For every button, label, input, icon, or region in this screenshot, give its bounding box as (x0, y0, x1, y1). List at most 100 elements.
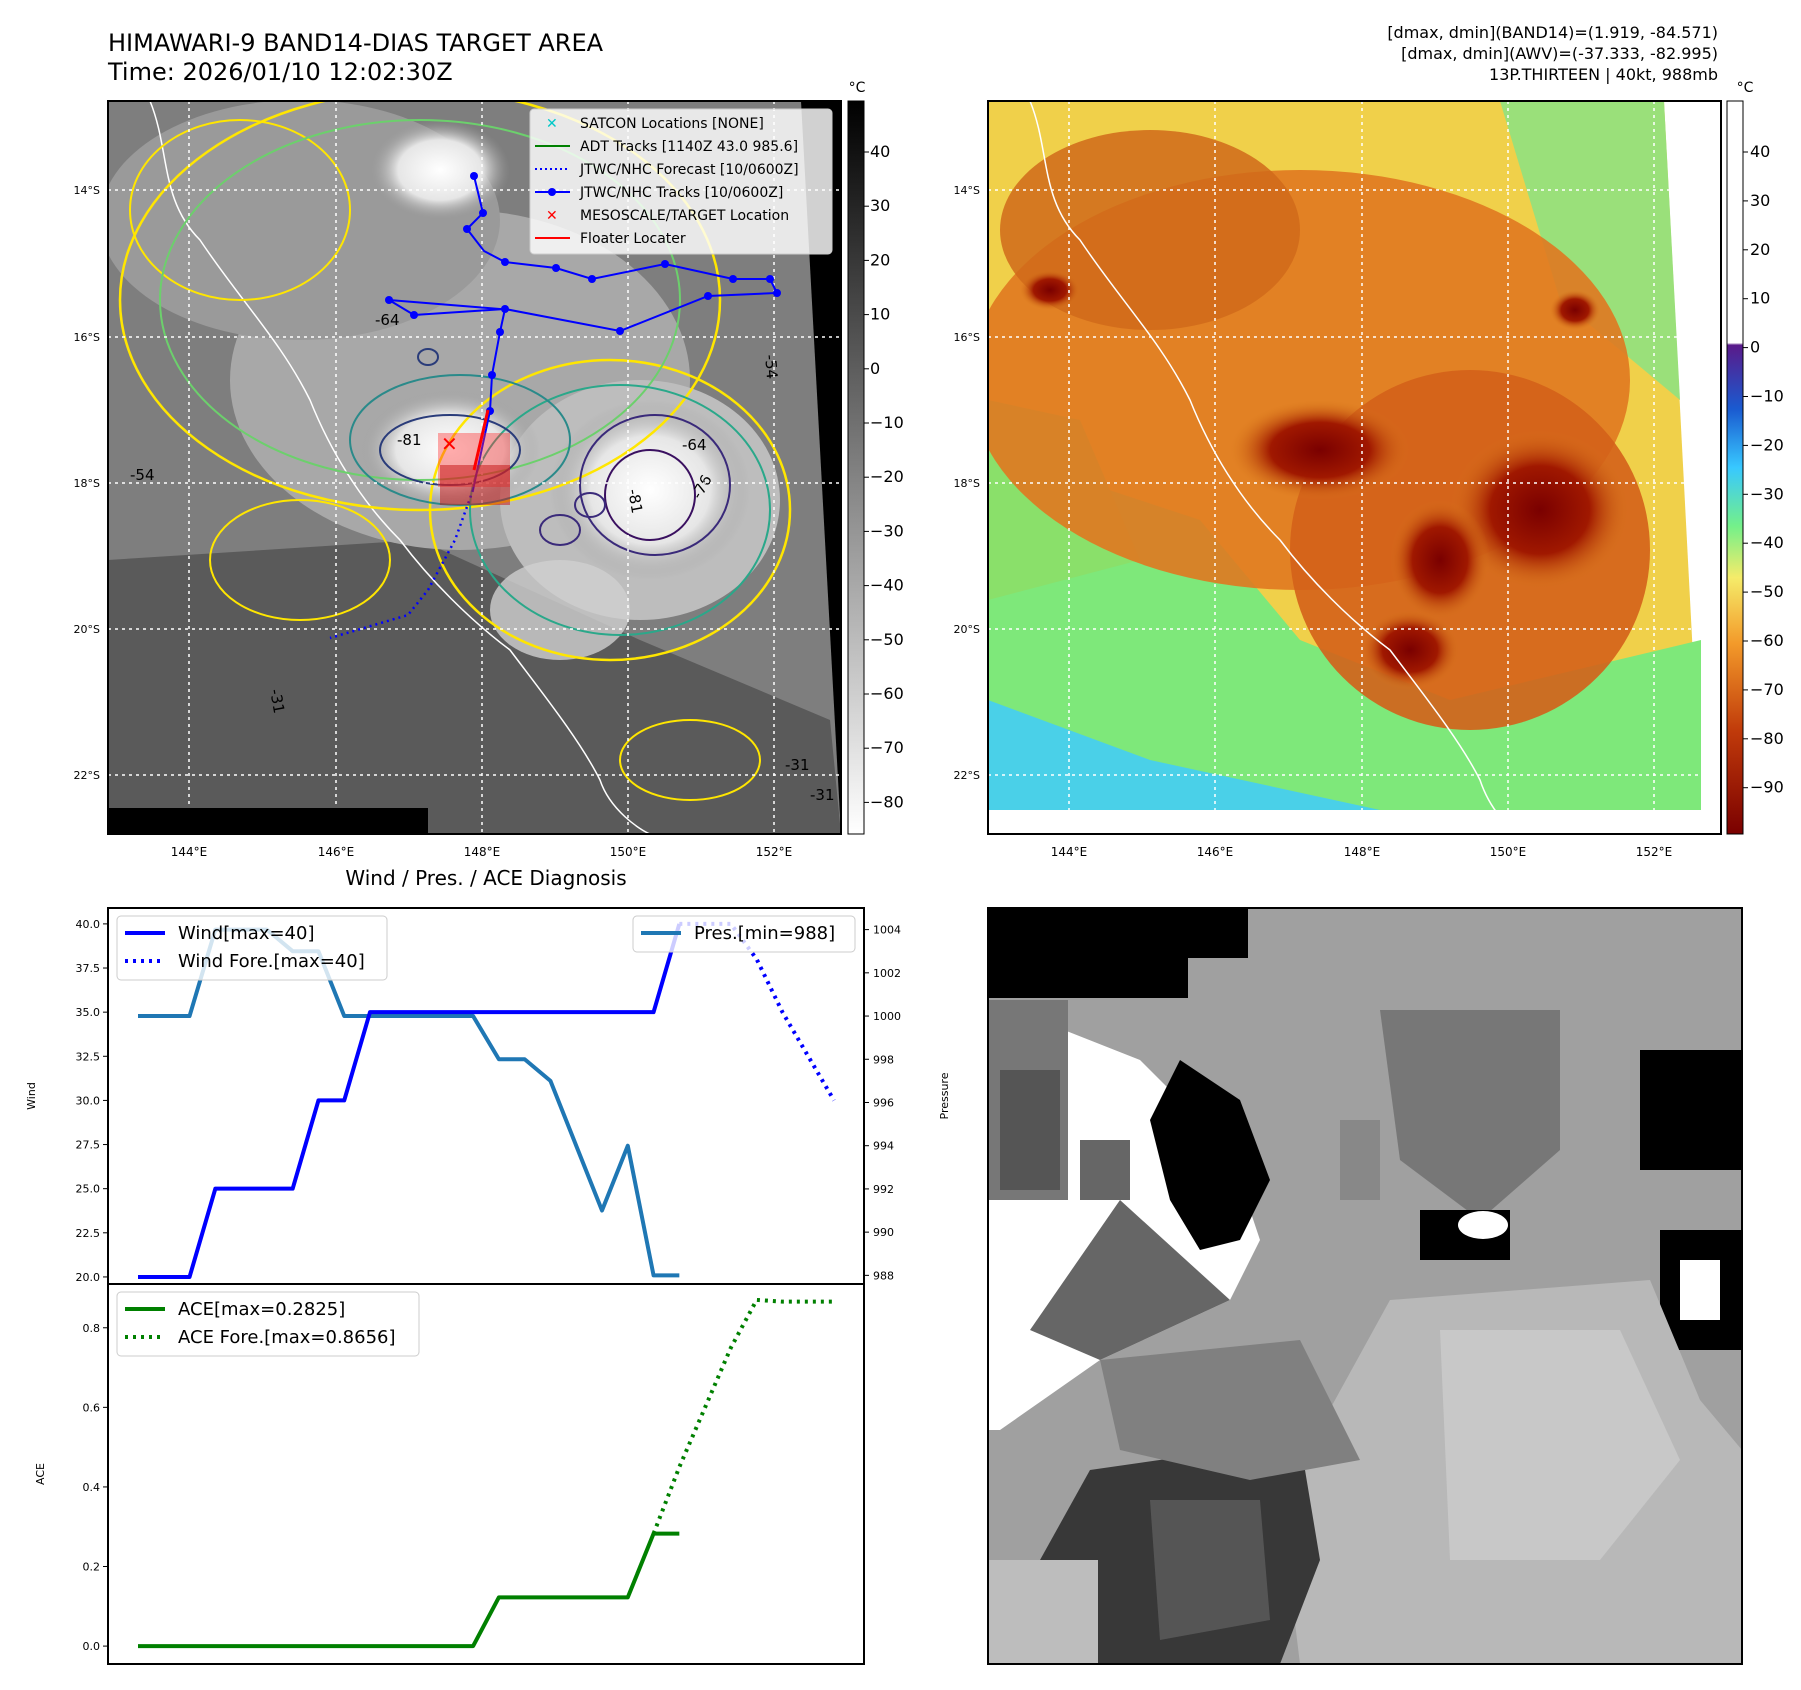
awv-lon-label: 144°E (1051, 845, 1088, 859)
figure-time: Time: 2026/01/10 12:02:30Z (107, 58, 453, 86)
awv-colorbar-tick-label: −20 (1750, 435, 1784, 454)
legend-forecast: JTWC/NHC Forecast [10/0600Z] (579, 162, 799, 178)
ir-colorbar-tick-label: −30 (870, 521, 904, 540)
wind-tick-label: 30.0 (76, 1094, 101, 1107)
awv-lat-label: 20°S (954, 623, 980, 636)
target-legend-icon: ✕ (546, 208, 558, 224)
awv-colorbar-tick-label: 0 (1750, 338, 1760, 357)
ir-colorbar-tick-label: 0 (870, 359, 880, 378)
ir-legend: ✕ SATCON Locations [NONE] ADT Tracks [11… (529, 108, 833, 255)
ace-tick-label: 0.2 (83, 1561, 101, 1574)
wind-legend: Wind[max=40] Wind Fore.[max=40] (116, 915, 388, 981)
ace-tick-label: 0.4 (83, 1481, 101, 1494)
contour-label: -54 (130, 466, 155, 484)
ir-colorbar-tick-label: −20 (870, 467, 904, 486)
info-awv-range: [dmax, dmin](AWV)=(-37.333, -82.995) (1401, 44, 1718, 63)
awv-colorbar-tick-label: −50 (1750, 582, 1784, 601)
wind-tick-label: 22.5 (76, 1227, 101, 1240)
legend-wind-forecast: Wind Fore.[max=40] (178, 951, 365, 972)
pressure-tick-label: 1004 (873, 924, 901, 937)
awv-lon-label: 150°E (1490, 845, 1527, 859)
ir-colorbar: °C 40 30 20 10 0 −10 −20 −30 −40 −50 −60 −70 −80 (847, 80, 904, 835)
wind-tick-label: 32.5 (76, 1050, 101, 1063)
ir-lat-label: 14°S (74, 184, 100, 197)
wind-tick-label: 27.5 (76, 1139, 101, 1152)
ace-axis-label: ACE (34, 1463, 47, 1485)
legend-ace: ACE[max=0.2825] (178, 1299, 345, 1320)
wmg-panel: WMG Count: 0 (987, 907, 1743, 1665)
ir-colorbar-tick-label: −10 (870, 413, 904, 432)
ir-colorbar-tick-label: −70 (870, 738, 904, 757)
awv-lon-label: 152°E (1636, 845, 1673, 859)
ace-series-line (138, 1531, 680, 1649)
contour-label: -54 (761, 354, 781, 380)
ir-lat-label: 22°S (74, 769, 100, 782)
awv-map-panel: 14°S 16°S 18°S 20°S 22°S 144°E 146°E 148… (954, 80, 1784, 859)
pressure-legend: Pres.[min=988] (632, 915, 856, 953)
jtwc-track-points (385, 172, 781, 415)
contour-label: -31 (266, 688, 288, 715)
awv-lon-label: 146°E (1197, 845, 1234, 859)
awv-colorbar-tick-label: −60 (1750, 631, 1784, 650)
legend-adt: ADT Tracks [1140Z 43.0 985.6] (580, 139, 798, 155)
ir-colorbar-tick-label: −80 (870, 792, 904, 811)
awv-colorbar-tick-label: 20 (1750, 240, 1770, 259)
info-band14-range: [dmax, dmin](BAND14)=(1.919, -84.571) (1387, 23, 1718, 42)
awv-colorbar-tick-label: −90 (1750, 778, 1784, 797)
ir-colorbar-tick-label: −50 (870, 630, 904, 649)
diagnosis-title: Wind / Pres. / ACE Diagnosis (345, 866, 626, 890)
ir-lon-label: 146°E (318, 845, 355, 859)
ir-lon-label: 152°E (756, 845, 793, 859)
pressure-tick-label: 998 (873, 1053, 894, 1066)
contour-label: -81 (624, 488, 646, 515)
pressure-tick-label: 1002 (873, 967, 901, 980)
awv-lat-label: 16°S (954, 331, 980, 344)
contour-label: -64 (682, 436, 707, 454)
ir-colorbar-tick-label: −40 (870, 576, 904, 595)
awv-lat-label: 18°S (954, 477, 980, 490)
awv-colorbar-tick-label: 10 (1750, 289, 1770, 308)
ir-colorbar-tick-label: 40 (870, 142, 890, 161)
awv-lat-label: 14°S (954, 184, 980, 197)
ir-colorbar-tick-label: 30 (870, 196, 890, 215)
ir-lat-label: 16°S (74, 331, 100, 344)
ir-colorbar-tick-label: 10 (870, 305, 890, 324)
ir-colorbar-unit: °C (849, 80, 866, 96)
contour-label: -64 (375, 311, 400, 329)
ir-colorbar-tick-label: 20 (870, 250, 890, 269)
ir-lon-label: 148°E (464, 845, 501, 859)
pressure-axis-label: Pressure (938, 1072, 951, 1119)
awv-lat-label: 22°S (954, 769, 980, 782)
ace-legend: ACE[max=0.2825] ACE Fore.[max=0.8656] (116, 1291, 420, 1357)
pressure-tick-label: 988 (873, 1269, 894, 1282)
awv-colorbar-tick-label: −40 (1750, 533, 1784, 552)
ir-lon-label: 150°E (610, 845, 647, 859)
ir-lat-label: 18°S (74, 477, 100, 490)
jtwc-track-line (388, 175, 779, 491)
info-storm: 13P.THIRTEEN | 40kt, 988mb (1489, 65, 1718, 84)
floater-box (440, 465, 510, 505)
legend-track: JTWC/NHC Tracks [10/0600Z] (579, 185, 783, 201)
ace-tick-label: 0.0 (83, 1640, 101, 1653)
ace-forecast-series-line (651, 1297, 834, 1535)
awv-colorbar-tick-label: 40 (1750, 142, 1770, 161)
ir-colorbar-tick-label: −60 (870, 684, 904, 703)
awv-colorbar-unit: °C (1737, 80, 1754, 96)
wind-tick-label: 20.0 (76, 1271, 101, 1284)
wind-tick-label: 37.5 (76, 962, 101, 975)
jtwc-forecast-line (329, 489, 475, 640)
awv-gridlines (988, 101, 1721, 834)
awv-colorbar-tick-label: −80 (1750, 729, 1784, 748)
floater-locater-line (472, 409, 490, 471)
satcon-legend-icon: ✕ (546, 116, 558, 132)
pressure-tick-label: 994 (873, 1140, 894, 1153)
awv-colorbar-tick-label: 30 (1750, 191, 1770, 210)
ace-tick-label: 0.8 (83, 1322, 101, 1335)
diagnosis-chart: Wind / Pres. / ACE Diagnosis Wind Pressu… (25, 866, 951, 1665)
pressure-tick-label: 992 (873, 1183, 894, 1196)
contour-label: -81 (397, 431, 422, 449)
ir-lon-label: 144°E (171, 845, 208, 859)
awv-colorbar-tick-label: −70 (1750, 680, 1784, 699)
ir-map-panel: -81 -81 -76 -64 -64 -54 -54 -31 -31 -31 (74, 80, 904, 859)
